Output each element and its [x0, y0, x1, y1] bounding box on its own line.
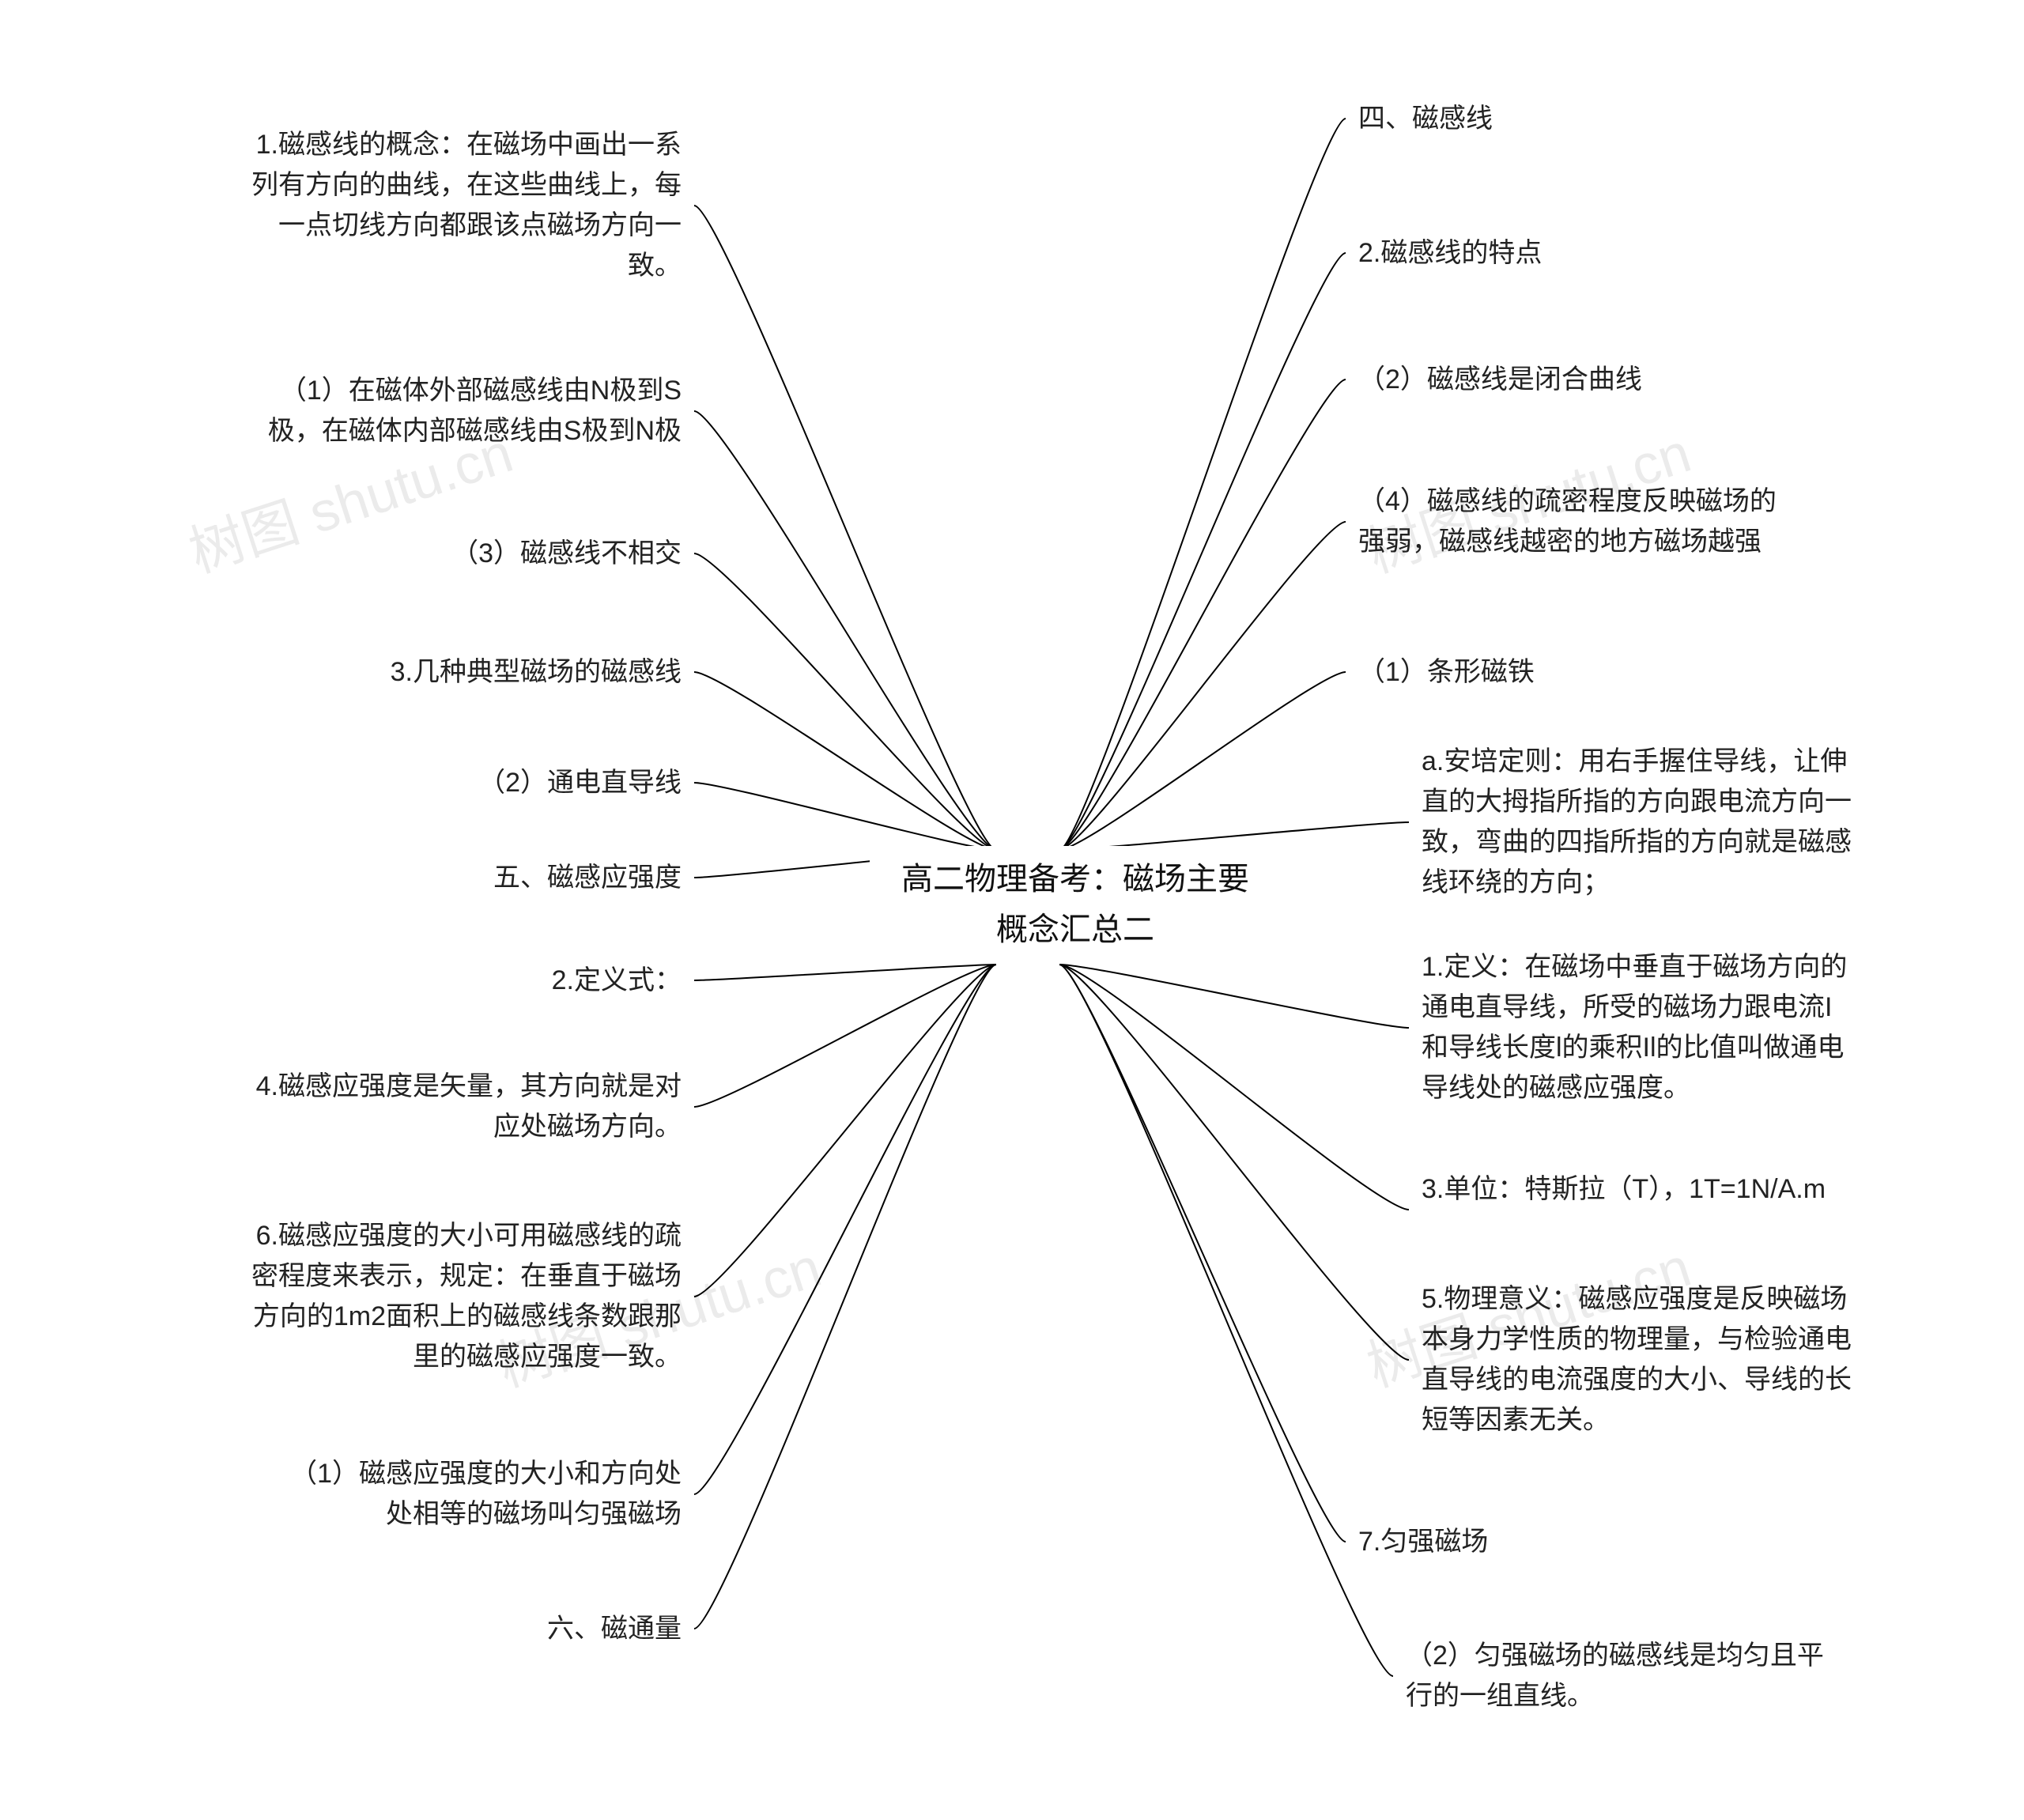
- mindmap-node: 3.几种典型磁场的磁感线: [356, 649, 688, 696]
- mindmap-node: 4.磁感应强度是矢量，其方向就是对应处磁场方向。: [245, 1063, 688, 1150]
- center-node: 高二物理备考：磁场主要 概念汇总二: [870, 846, 1281, 963]
- mindmap-node: （1）在磁体外部磁感线由N极到S极，在磁体内部磁感线由S极到N极: [245, 368, 688, 455]
- mindmap-node: （3）磁感线不相交: [356, 531, 688, 577]
- mindmap-node: 3.单位：特斯拉（T），1T=1N/A.m: [1415, 1166, 1858, 1213]
- mindmap-node: 2.定义式：: [356, 957, 688, 1004]
- mindmap-node: 1.磁感线的概念：在磁场中画出一系列有方向的曲线，在这些曲线上，每一点切线方向都…: [245, 122, 688, 289]
- mindmap-node: （4）磁感线的疏密程度反映磁场的强弱，磁感线越密的地方磁场越强: [1352, 478, 1795, 565]
- mindmap-node: （2）磁感线是闭合曲线: [1352, 357, 1684, 403]
- mindmap-node: （1）磁感应强度的大小和方向处处相等的磁场叫匀强磁场: [277, 1451, 688, 1538]
- mindmap-node: 2.磁感线的特点: [1352, 230, 1684, 277]
- mindmap-node: 五、磁感应强度: [356, 855, 688, 901]
- mindmap-node: （2）通电直导线: [356, 760, 688, 806]
- mindmap-node: 6.磁感应强度的大小可用磁感线的疏密程度来表示，规定：在垂直于磁场方向的1m2面…: [245, 1213, 688, 1380]
- mindmap-node: 六、磁通量: [356, 1606, 688, 1652]
- mindmap-node: （2）匀强磁场的磁感线是均匀且平行的一组直线。: [1399, 1633, 1842, 1720]
- mindmap-node: （1）条形磁铁: [1352, 649, 1684, 696]
- mindmap-node: 四、磁感线: [1352, 96, 1684, 142]
- mindmap-node: 7.匀强磁场: [1352, 1519, 1684, 1565]
- mindmap-node: 5.物理意义：磁感应强度是反映磁场本身力学性质的物理量，与检验通电直导线的电流强…: [1415, 1276, 1858, 1444]
- mindmap-node: a.安培定则：用右手握住导线，让伸直的大拇指所指的方向跟电流方向一致，弯曲的四指…: [1415, 738, 1858, 906]
- mindmap-node: 1.定义：在磁场中垂直于磁场方向的通电直导线，所受的磁场力跟电流I和导线长度l的…: [1415, 944, 1858, 1112]
